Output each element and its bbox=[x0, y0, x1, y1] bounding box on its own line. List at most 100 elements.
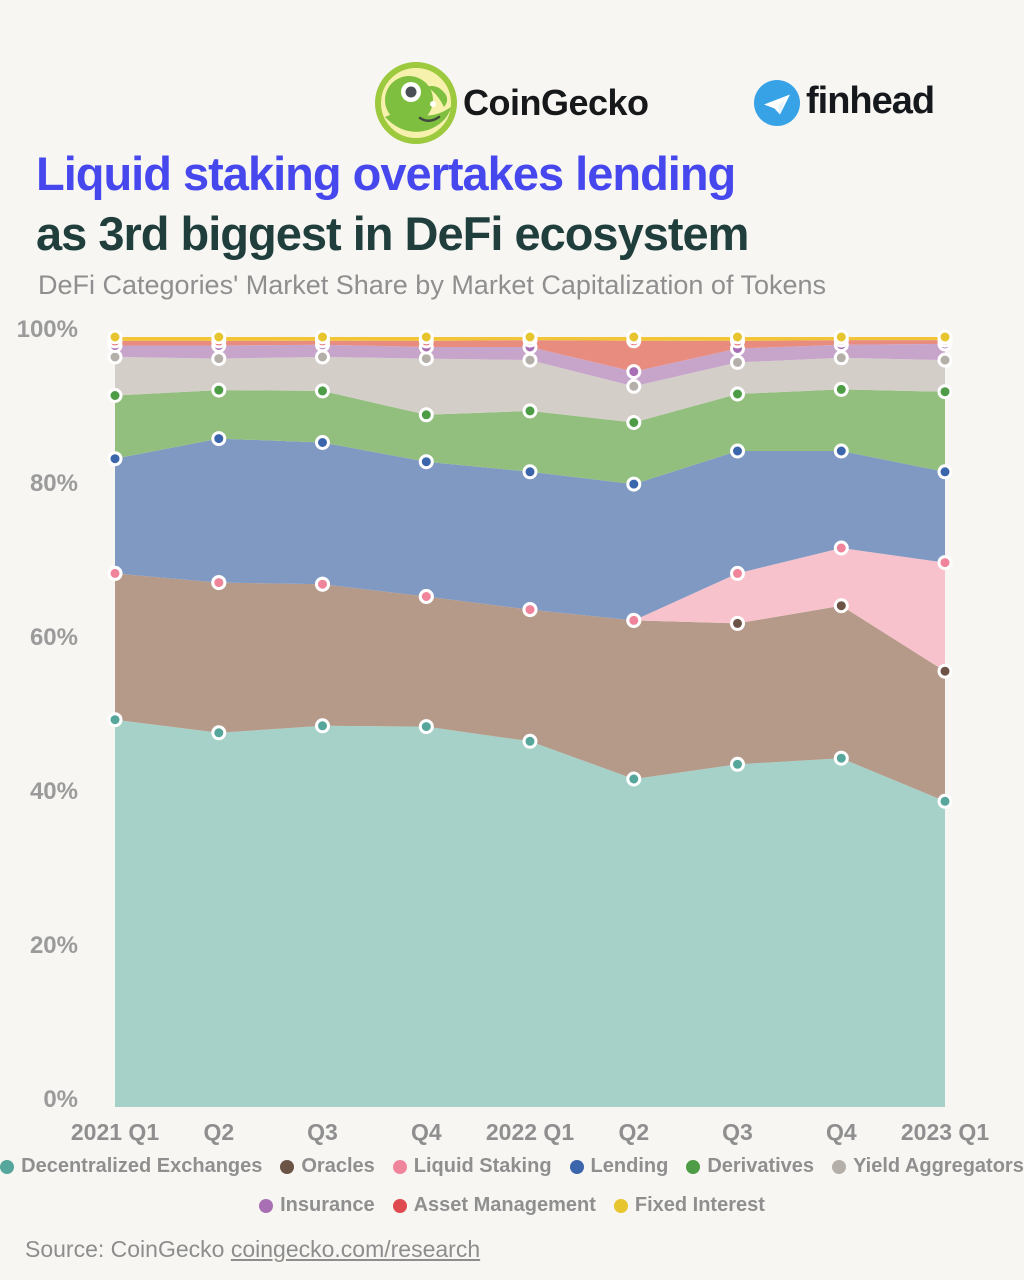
data-point bbox=[730, 329, 745, 345]
data-point bbox=[107, 329, 123, 345]
data-point bbox=[937, 384, 953, 400]
data-point bbox=[937, 464, 953, 480]
data-point bbox=[107, 565, 123, 581]
data-point bbox=[315, 576, 330, 592]
page-title: Liquid staking overtakes lending as 3rd … bbox=[36, 144, 749, 264]
legend-item: Fixed Interest bbox=[613, 1194, 765, 1217]
y-axis-tick: 60% bbox=[30, 624, 78, 651]
legend-dot-icon bbox=[832, 1159, 847, 1174]
x-axis-tick: Q3 bbox=[722, 1119, 753, 1145]
data-point bbox=[211, 575, 227, 591]
legend-dot-icon bbox=[392, 1159, 407, 1174]
data-point bbox=[937, 555, 953, 571]
data-point bbox=[937, 793, 953, 809]
data-point bbox=[833, 329, 849, 345]
area-lending bbox=[115, 438, 945, 621]
data-point bbox=[833, 350, 849, 366]
legend-label: Derivatives bbox=[707, 1155, 815, 1177]
data-point bbox=[418, 589, 434, 604]
legend-dot-icon bbox=[613, 1198, 628, 1213]
data-point bbox=[315, 435, 330, 450]
title-line-1: Liquid staking overtakes lending bbox=[36, 147, 736, 200]
data-point bbox=[315, 383, 330, 399]
y-axis-tick: 20% bbox=[30, 932, 78, 959]
data-point bbox=[730, 565, 745, 581]
legend-label: Yield Aggregators bbox=[853, 1155, 1024, 1177]
data-point bbox=[626, 415, 642, 430]
x-axis-tick: Q2 bbox=[203, 1119, 234, 1145]
data-point bbox=[418, 407, 434, 423]
legend-label: Liquid Staking bbox=[413, 1155, 552, 1177]
data-point bbox=[418, 454, 434, 470]
legend-item: Derivatives bbox=[686, 1155, 814, 1178]
legend-item: Oracles bbox=[280, 1155, 375, 1178]
legend-label: Decentralized Exchanges bbox=[21, 1155, 263, 1177]
legend-item: Liquid Staking bbox=[392, 1155, 552, 1178]
legend-label: Lending bbox=[590, 1155, 669, 1177]
x-axis-tick: Q3 bbox=[307, 1119, 338, 1145]
data-point bbox=[315, 329, 330, 345]
legend-dot-icon bbox=[259, 1198, 274, 1213]
y-axis-tick: 80% bbox=[30, 470, 78, 497]
area-decentralized-exchanges bbox=[115, 719, 945, 1107]
source-line: Source: CoinGecko coingecko.com/research bbox=[25, 1236, 480, 1263]
y-axis-tick: 40% bbox=[30, 778, 78, 805]
legend-item: Yield Aggregators bbox=[832, 1155, 1024, 1178]
coingecko-logo-icon bbox=[375, 62, 457, 144]
legend-dot-icon bbox=[686, 1159, 701, 1174]
data-point bbox=[211, 382, 227, 398]
legend-row: Insurance Asset Management Fixed Interest bbox=[0, 1194, 1024, 1217]
data-point bbox=[315, 349, 330, 365]
data-point bbox=[522, 733, 538, 749]
y-axis-tick: 100% bbox=[17, 316, 78, 343]
data-point bbox=[522, 352, 538, 368]
data-point bbox=[626, 476, 642, 492]
legend-item: Insurance bbox=[259, 1194, 375, 1217]
chart-area: 0% 20% 40% 60% 80% 100% 2021 Q1 Q2 Q3 Q4 2022 Q1 Q2… bbox=[0, 300, 1024, 1150]
data-point bbox=[730, 354, 745, 370]
data-point bbox=[522, 602, 538, 618]
data-point bbox=[522, 464, 538, 480]
data-point bbox=[833, 750, 849, 766]
legend-item: Decentralized Exchanges bbox=[0, 1155, 262, 1178]
x-axis-tick: Q4 bbox=[826, 1119, 857, 1145]
source-prefix: Source: CoinGecko bbox=[25, 1236, 231, 1262]
x-axis-tick: 2022 Q1 bbox=[486, 1119, 574, 1145]
legend-item: Asset Management bbox=[392, 1194, 596, 1217]
data-point bbox=[626, 329, 642, 345]
legend-item: Lending bbox=[569, 1155, 669, 1178]
data-point bbox=[937, 663, 953, 679]
chart-subtitle: DeFi Categories' Market Share by Market … bbox=[38, 270, 827, 300]
data-point bbox=[833, 598, 849, 614]
header: CoinGecko finhead bbox=[0, 30, 1024, 144]
legend-label: Fixed Interest bbox=[634, 1194, 765, 1216]
y-axis-tick: 0% bbox=[43, 1086, 78, 1113]
x-axis-tick: Q2 bbox=[618, 1119, 649, 1145]
data-point bbox=[833, 443, 849, 459]
data-point bbox=[522, 403, 538, 419]
data-point bbox=[937, 329, 953, 345]
finhead-logo-icon bbox=[754, 80, 800, 126]
data-point bbox=[730, 756, 745, 772]
legend-dot-icon bbox=[392, 1198, 407, 1213]
source-link[interactable]: coingecko.com/research bbox=[230, 1236, 481, 1262]
stacked-area-chart: 0% 20% 40% 60% 80% 100% 2021 Q1 Q2 Q3 Q4 2022 Q1 Q2… bbox=[17, 316, 990, 1145]
data-point bbox=[418, 719, 434, 735]
coingecko-wordmark: CoinGecko bbox=[463, 82, 649, 123]
x-axis-tick: Q4 bbox=[411, 1119, 442, 1145]
data-point bbox=[211, 329, 227, 345]
data-point bbox=[626, 364, 642, 380]
data-point bbox=[833, 381, 849, 397]
x-axis-tick: 2023 Q1 bbox=[901, 1119, 989, 1145]
legend-dot-icon bbox=[569, 1159, 584, 1174]
data-point bbox=[211, 431, 227, 447]
data-point bbox=[315, 718, 330, 734]
data-point bbox=[833, 540, 849, 556]
data-point bbox=[626, 771, 642, 787]
data-point bbox=[626, 378, 642, 394]
data-point bbox=[418, 329, 434, 345]
x-axis-tick: 2021 Q1 bbox=[71, 1119, 159, 1145]
data-point bbox=[211, 351, 227, 367]
legend-row: Decentralized Exchanges Oracles Liquid Sta… bbox=[0, 1155, 1024, 1178]
data-point bbox=[211, 725, 227, 741]
